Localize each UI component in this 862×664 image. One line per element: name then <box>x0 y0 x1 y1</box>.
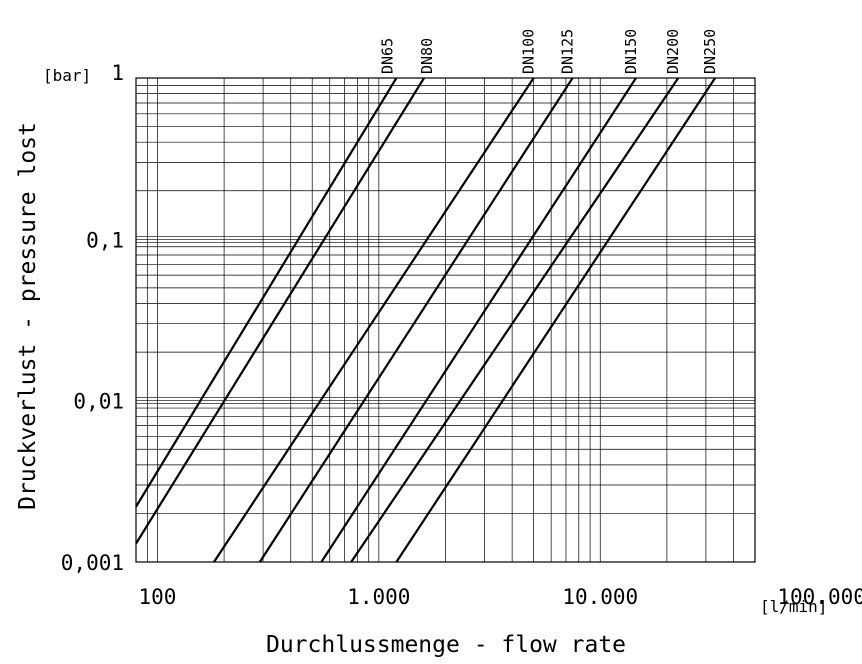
y-axis-label: Druckverlust - pressure lost <box>15 122 41 510</box>
x-tick-labels: 100 1.000 10.000 100.000 <box>138 585 862 609</box>
series-line-dn150 <box>320 77 637 563</box>
x-tick-label-3: 100.000 <box>777 585 862 609</box>
series-label-dn250: DN250 <box>701 29 719 74</box>
y-unit-label: [bar] <box>43 66 91 85</box>
x-tick-label-0: 100 <box>138 585 176 609</box>
y-tick-label-2: 0,1 <box>86 228 124 252</box>
grid <box>136 78 755 562</box>
series-lines <box>135 77 716 563</box>
series-labels: DN65 DN80 DN100 DN125 DN150 DN200 DN250 <box>378 29 719 74</box>
series-label-dn65: DN65 <box>378 38 396 74</box>
series-line-dn200 <box>350 77 680 563</box>
y-tick-labels: 0,001 0,01 0,1 1 <box>61 61 124 575</box>
series-label-dn200: DN200 <box>664 29 682 74</box>
x-unit-label: [l/min] <box>760 597 827 616</box>
series-label-dn100: DN100 <box>520 29 538 74</box>
series-label-dn125: DN125 <box>559 29 577 74</box>
series-line-dn80 <box>135 77 425 545</box>
series-label-dn80: DN80 <box>418 38 436 74</box>
series-label-dn150: DN150 <box>622 29 640 74</box>
plot-frame <box>135 77 756 563</box>
x-tick-label-2: 10.000 <box>562 585 638 609</box>
series-line-dn125 <box>258 77 574 563</box>
y-tick-label-3: 1 <box>111 61 124 85</box>
y-tick-label-0: 0,001 <box>61 551 124 575</box>
series-line-dn100 <box>213 77 535 563</box>
y-tick-label-1: 0,01 <box>73 390 124 414</box>
x-axis-label: Durchlussmenge - flow rate <box>266 632 626 658</box>
series-line-dn250 <box>395 77 716 563</box>
x-tick-label-1: 1.000 <box>347 585 410 609</box>
series-line-dn65 <box>135 77 398 508</box>
